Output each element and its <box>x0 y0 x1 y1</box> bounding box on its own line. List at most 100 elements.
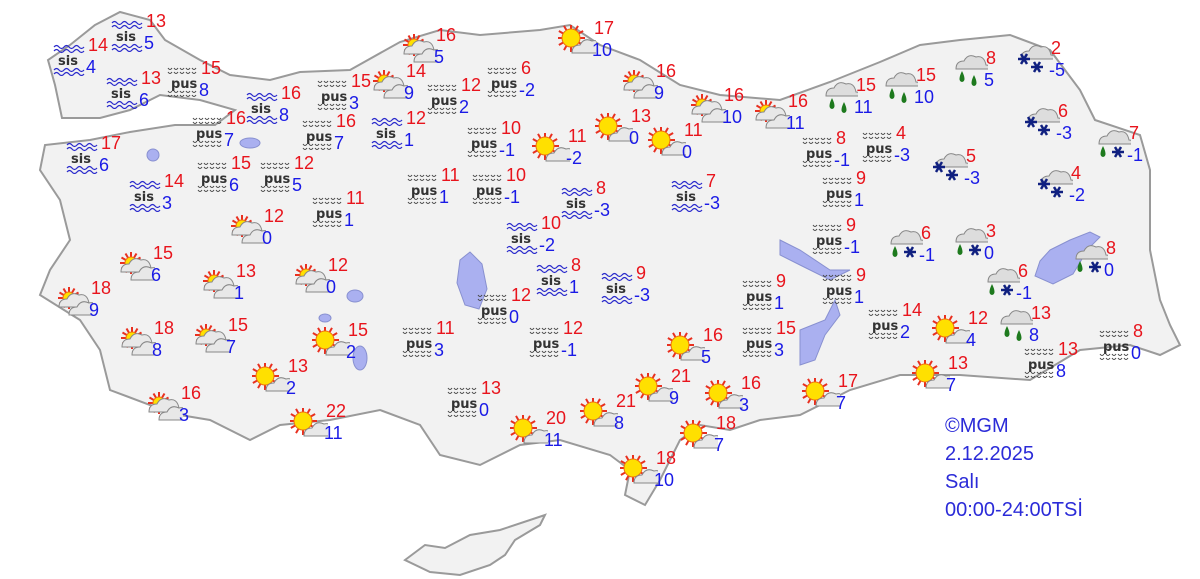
weather-station: 11 -2 <box>531 127 602 183</box>
mostly-sunny-icon <box>801 377 851 412</box>
max-temp: 13 <box>481 378 502 398</box>
weather-station: 2 -5 <box>1015 39 1085 95</box>
haze-icon: pus <box>820 272 858 306</box>
snow-icon <box>1035 170 1076 204</box>
max-temp: 6 <box>521 58 532 78</box>
min-temp: 4 <box>86 57 97 77</box>
condition-label: sis <box>111 87 131 102</box>
condition-label: pus <box>826 187 853 202</box>
weather-station: sis 13 5 <box>110 12 180 68</box>
weather-station: 16 11 <box>752 92 822 148</box>
forecast-day: Salı <box>945 471 980 493</box>
partly-cloudy-icon <box>118 325 167 359</box>
weather-station: 18 10 <box>619 449 690 505</box>
max-temp: 20 <box>546 408 567 428</box>
mostly-sunny-icon <box>579 397 629 432</box>
min-temp: -1 <box>919 245 936 265</box>
weather-station: sis 8 1 <box>535 256 605 312</box>
snow-icon <box>1022 108 1063 142</box>
weather-station: sis 16 8 <box>245 84 315 140</box>
partly-cloudy-icon <box>292 262 341 296</box>
condition-label: pus <box>1028 358 1055 373</box>
min-temp: 0 <box>262 228 273 248</box>
condition-label: sis <box>376 127 396 142</box>
weather-station: pus 16 7 <box>300 112 370 168</box>
mostly-sunny-icon <box>289 407 339 442</box>
mostly-sunny-icon <box>679 419 729 454</box>
max-temp: 12 <box>968 308 989 328</box>
max-temp: 12 <box>328 255 349 275</box>
weather-station: 6 -1 <box>982 262 1052 318</box>
max-temp: 16 <box>724 85 745 105</box>
min-temp: 5 <box>292 175 303 195</box>
snow-icon <box>930 153 971 187</box>
min-temp: 8 <box>199 80 210 100</box>
fog-icon: sis <box>110 18 148 53</box>
weather-station: pus 14 2 <box>866 301 936 357</box>
snow-icon <box>1015 45 1056 79</box>
rain-icon <box>820 82 861 116</box>
fog-icon: sis <box>670 178 708 213</box>
mostly-sunny-icon <box>251 362 301 397</box>
min-temp: 1 <box>569 277 580 297</box>
max-temp: 17 <box>594 18 615 38</box>
min-temp: 9 <box>89 300 100 320</box>
partly-cloudy-icon <box>200 268 249 302</box>
min-temp: 11 <box>854 97 873 117</box>
max-temp: 10 <box>541 213 562 233</box>
haze-icon: pus <box>258 160 296 194</box>
max-temp: 11 <box>346 188 365 208</box>
fog-icon: sis <box>370 115 408 150</box>
fog-icon: sis <box>535 262 573 297</box>
weather-station: pus 12 -1 <box>527 319 597 375</box>
mostly-sunny-icon <box>931 314 981 349</box>
partly-cloudy-icon <box>370 68 419 102</box>
mostly-sunny-icon <box>647 126 697 161</box>
min-temp: 6 <box>99 155 110 175</box>
min-temp: -1 <box>834 150 851 170</box>
weather-station: pus 4 -3 <box>860 124 930 180</box>
cyprus-landmass <box>403 513 547 577</box>
partly-cloudy-icon <box>400 32 449 66</box>
condition-label: pus <box>806 147 833 162</box>
weather-station: 13 8 <box>995 304 1065 360</box>
haze-icon: pus <box>740 325 778 359</box>
min-temp: 0 <box>1104 260 1115 280</box>
weather-station: pus 8 0 <box>1097 322 1167 378</box>
weather-station: 21 9 <box>634 367 705 423</box>
min-temp: 7 <box>836 393 847 413</box>
mostly-sunny-icon <box>666 331 716 366</box>
max-temp: 15 <box>228 315 249 335</box>
max-temp: 3 <box>986 221 997 241</box>
max-temp: 18 <box>91 278 112 298</box>
min-temp: 8 <box>152 340 163 360</box>
rain-icon <box>995 310 1036 344</box>
max-temp: 7 <box>1129 123 1140 143</box>
min-temp: 5 <box>984 70 995 90</box>
max-temp: 22 <box>326 401 347 421</box>
min-temp: -3 <box>964 168 981 188</box>
weather-station: 15 10 <box>880 66 950 122</box>
min-temp: 0 <box>326 277 337 297</box>
max-temp: 11 <box>684 120 703 140</box>
partly-cloudy-icon <box>620 68 669 102</box>
max-temp: 21 <box>671 366 692 386</box>
turkey-landmass <box>38 10 1182 507</box>
max-temp: 13 <box>236 261 257 281</box>
min-temp: -1 <box>1016 283 1033 303</box>
max-temp: 11 <box>568 126 587 146</box>
weather-station: pus 10 -1 <box>465 119 535 175</box>
weather-station: 17 10 <box>557 19 628 75</box>
max-temp: 15 <box>776 318 797 338</box>
weather-station: sis 10 -2 <box>505 214 575 270</box>
weather-station: pus 11 3 <box>400 319 470 375</box>
min-temp: 6 <box>139 90 150 110</box>
sleet-icon <box>1070 245 1111 279</box>
max-temp: 16 <box>281 83 302 103</box>
condition-label: sis <box>71 152 91 167</box>
weather-station: 15 6 <box>117 244 187 300</box>
max-temp: 12 <box>511 285 532 305</box>
min-temp: 4 <box>966 330 977 350</box>
min-temp: -3 <box>1056 123 1073 143</box>
